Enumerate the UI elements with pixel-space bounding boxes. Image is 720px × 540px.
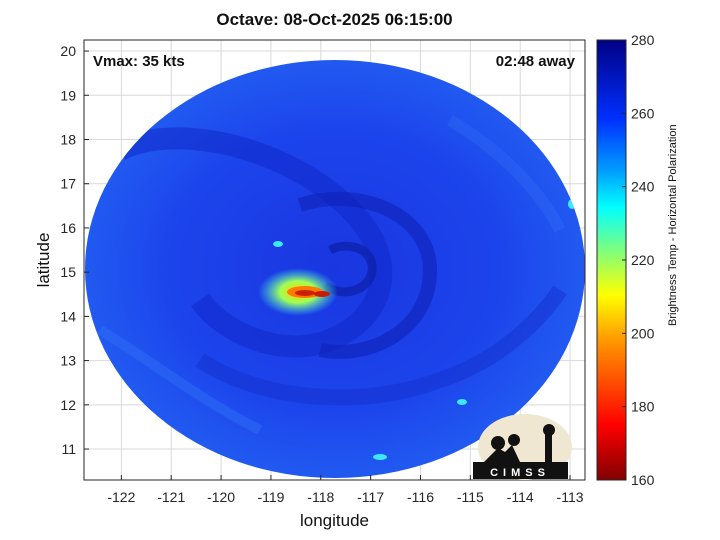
eye-band xyxy=(322,241,377,297)
plot-title: Octave: 08-Oct-2025 06:15:00 xyxy=(216,10,453,29)
logo-dish-icon xyxy=(508,434,520,446)
colorbar-tick-label: 260 xyxy=(631,105,655,121)
convection-spot xyxy=(273,241,283,247)
x-axis-label: longitude xyxy=(299,511,369,530)
light-streak xyxy=(446,114,566,233)
x-tick-label: -117 xyxy=(357,489,384,505)
convection-spot xyxy=(457,399,467,405)
convection-core xyxy=(295,290,315,296)
colorbar xyxy=(596,39,627,481)
x-tick-label: -114 xyxy=(507,489,534,505)
light-streak xyxy=(97,325,263,435)
y-tick-label: 16 xyxy=(60,220,76,236)
x-axis-ticks: -122 -121 -120 -119 -118 -117 -116 -115 -114 -113 xyxy=(107,475,584,505)
x-tick-label: -119 xyxy=(257,489,284,505)
convection-core xyxy=(314,291,330,297)
rain-band xyxy=(115,127,393,358)
y-tick-label: 15 xyxy=(60,264,76,280)
colorbar-tick-label: 160 xyxy=(631,472,655,488)
colorbar-tick-label: 280 xyxy=(631,32,655,48)
y-tick-label: 20 xyxy=(60,43,76,59)
rain-band xyxy=(195,285,567,406)
vmax-label: Vmax: 35 kts xyxy=(93,53,185,70)
x-tick-label: -113 xyxy=(557,489,584,505)
convection-spot xyxy=(373,454,387,460)
y-tick-label: 12 xyxy=(60,397,76,413)
x-tick-label: -121 xyxy=(157,489,185,505)
y-tick-label: 14 xyxy=(60,308,76,324)
y-axis-ticks: 11 12 13 14 15 16 17 18 19 20 xyxy=(60,43,89,457)
logo-tower-icon xyxy=(545,434,552,462)
y-tick-label: 18 xyxy=(60,131,76,147)
swath-image xyxy=(85,60,585,478)
x-tick-label: -116 xyxy=(407,489,434,505)
logo-text: CIMSS xyxy=(490,467,550,479)
y-tick-label: 11 xyxy=(61,441,76,457)
time-away-label: 02:48 away xyxy=(495,53,575,70)
y-tick-label: 19 xyxy=(60,87,76,103)
logo-banner xyxy=(473,462,568,479)
y-tick-label: 17 xyxy=(60,176,76,192)
x-tick-label: -120 xyxy=(207,489,235,505)
y-axis-label: latitude xyxy=(34,232,53,288)
colorbar-tick-label: 180 xyxy=(631,399,655,415)
y-tick-label: 13 xyxy=(60,353,76,369)
logo-tower-icon xyxy=(543,424,555,436)
cimss-logo: CIMSS xyxy=(473,414,572,480)
rain-band xyxy=(297,191,438,359)
x-tick-label: -118 xyxy=(307,489,334,505)
colorbar-label: Brightness Temp - Horizontal Polarizatio… xyxy=(667,124,679,326)
axes-frame xyxy=(83,39,586,481)
logo-dish-icon xyxy=(491,436,505,450)
colorbar-tick-label: 200 xyxy=(631,325,655,341)
colorbar-ticks: 160 180 200 220 240 260 280 xyxy=(622,32,655,488)
x-tick-label: -122 xyxy=(107,489,135,505)
logo-dish-icon xyxy=(484,445,520,462)
swath-disk xyxy=(85,60,585,478)
colorbar-tick-label: 220 xyxy=(631,252,655,268)
x-tick-label: -115 xyxy=(457,489,484,505)
colorbar-tick-label: 240 xyxy=(631,179,655,195)
